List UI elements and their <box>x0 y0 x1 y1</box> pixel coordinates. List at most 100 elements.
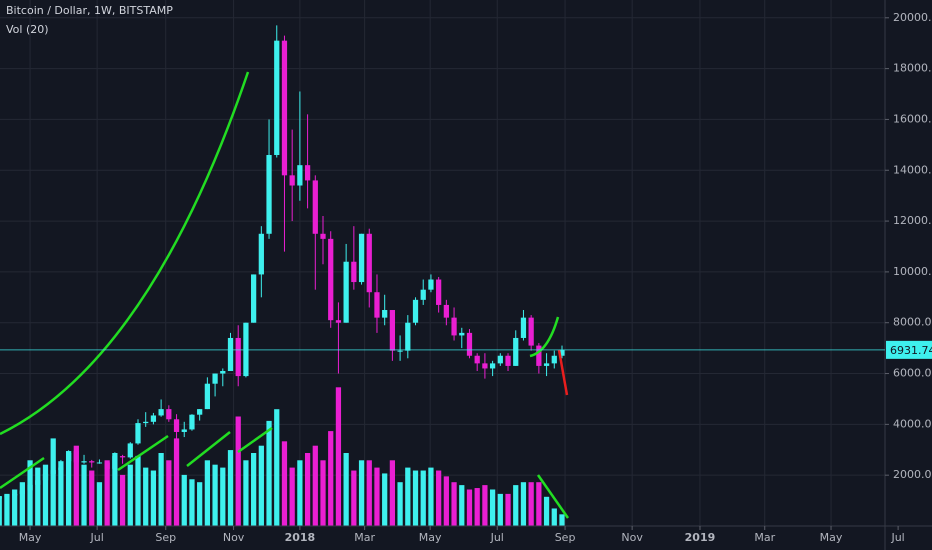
x-tick-label: May <box>419 531 442 544</box>
y-tick-label: 2000.00 <box>893 468 932 481</box>
candle-body <box>335 320 342 323</box>
volume-bar <box>173 438 180 526</box>
candle-body <box>405 322 411 351</box>
candle-body <box>389 310 396 351</box>
candle-body <box>81 461 87 463</box>
volume-bar <box>289 467 295 526</box>
candle-body <box>482 363 488 369</box>
x-tick-label: May <box>19 531 42 544</box>
candle-body <box>235 337 241 377</box>
trend-drawing <box>0 456 45 490</box>
candle-body <box>266 155 272 234</box>
y-tick-label: 8000.00 <box>893 316 932 329</box>
candle-body <box>397 350 403 352</box>
x-tick-label: Jul <box>89 531 103 544</box>
volume-pane <box>0 387 565 526</box>
candle-body <box>351 261 357 283</box>
volume-bar <box>397 482 403 526</box>
candle-body <box>150 415 157 422</box>
volume-bar <box>181 474 187 526</box>
volume-bar <box>281 441 288 526</box>
volume-bar <box>150 470 157 526</box>
candle-body <box>274 40 280 156</box>
candle-body <box>289 175 295 186</box>
last-price-label: 6931.74 <box>890 344 932 357</box>
volume-bar <box>297 460 303 526</box>
candle-body <box>320 233 326 239</box>
candle-body <box>189 414 195 430</box>
candle-body <box>35 480 41 485</box>
candle-body <box>104 462 110 469</box>
volume-bar <box>551 508 557 526</box>
volume-bar <box>35 467 41 526</box>
volume-bar <box>420 470 426 526</box>
y-tick-label: 12000.00 <box>893 214 932 227</box>
volume-bar <box>197 482 203 526</box>
candle-body <box>366 233 372 293</box>
candle-body <box>459 332 465 336</box>
trend-drawing <box>186 431 231 467</box>
parabola-drawing <box>0 71 250 436</box>
volume-bar <box>513 485 519 526</box>
volume-bar <box>42 464 49 526</box>
candle-body <box>258 233 264 275</box>
volume-bar <box>443 476 449 526</box>
candle-body <box>443 304 449 318</box>
candle-body <box>27 484 33 491</box>
candle-body <box>96 462 103 464</box>
candle-body <box>281 40 288 176</box>
candle-body <box>181 429 187 432</box>
candle-body <box>513 337 519 366</box>
volume-bar <box>335 387 342 526</box>
volume-bar <box>536 482 542 526</box>
candle-body <box>112 456 118 469</box>
volume-bar <box>366 460 372 526</box>
grid <box>0 0 885 526</box>
volume-bar <box>73 445 79 526</box>
candle-body <box>158 409 164 416</box>
candle-body <box>382 310 388 318</box>
volume-bar <box>358 460 365 526</box>
volume-bar <box>19 482 25 526</box>
curve-drawing <box>529 316 560 358</box>
y-tick-label: 20000.00 <box>893 11 932 24</box>
volume-bar <box>4 493 10 526</box>
candle-body <box>505 355 511 366</box>
volume-bar <box>65 453 72 526</box>
volume-bar <box>127 464 133 526</box>
candle-body <box>227 337 234 371</box>
volume-bar <box>374 467 380 526</box>
volume-bar <box>58 467 64 526</box>
volume-bar <box>119 474 126 526</box>
volume-bar <box>89 470 95 526</box>
volume-bar <box>405 467 411 526</box>
volume-drawing <box>536 474 570 519</box>
volume-bar <box>235 416 241 526</box>
volume-bar <box>135 455 141 526</box>
volume-bar <box>520 482 527 526</box>
trend-drawing <box>117 434 169 472</box>
volume-bar <box>112 453 118 526</box>
candle-body <box>42 473 49 481</box>
candle-body <box>428 279 434 290</box>
indicator-label: Vol (20) <box>6 23 49 36</box>
drop-drawing <box>557 349 569 396</box>
volume-bar <box>212 464 218 526</box>
y-tick-label: 10000.00 <box>893 265 932 278</box>
y-tick-label: 6000.00 <box>893 367 932 380</box>
candle-body <box>374 292 380 318</box>
candle-body <box>528 317 534 346</box>
volume-bar <box>389 460 396 526</box>
x-tick-label: 2018 <box>285 531 316 544</box>
candle-body <box>73 451 79 463</box>
volume-bar <box>543 496 550 526</box>
candle-body <box>420 289 426 300</box>
volume-bar <box>459 485 465 526</box>
candle-body <box>451 317 457 336</box>
volume-bar <box>204 460 210 526</box>
candle-body <box>466 332 473 356</box>
volume-bar <box>528 482 534 526</box>
y-tick-label: 14000.00 <box>893 163 932 176</box>
candle-body <box>0 496 2 499</box>
